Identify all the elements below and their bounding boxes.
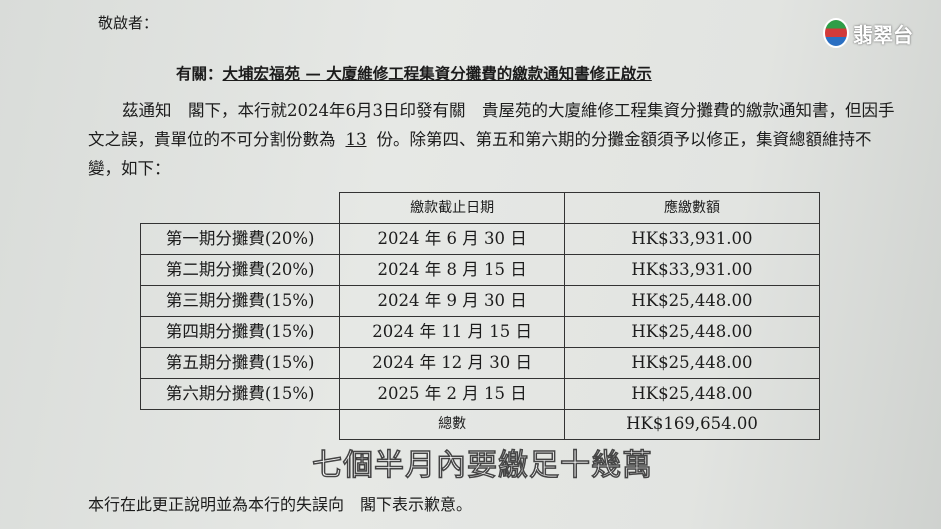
table-total-row: 總數 HK$169,654.00: [141, 408, 821, 440]
table-row: 第一期分攤費(20%) 2024 年 6 月 30 日 HK$33,931.00: [139, 222, 821, 255]
header-amount: 應繳數額: [563, 192, 821, 224]
installment-label: 第四期分攤費(15%): [139, 315, 341, 348]
total-label: 總數: [339, 408, 565, 440]
notice-paragraph: 茲通知 閣下，本行就2024年6月3日印發有關 貴屋苑的大廈維修工程集資分攤費的…: [88, 96, 898, 183]
due-date: 2024 年 8 月 15 日: [339, 253, 565, 286]
amount: HK$25,448.00: [563, 346, 821, 379]
table-row: 第二期分攤費(20%) 2024 年 8 月 15 日 HK$33,931.00: [139, 253, 821, 286]
due-date: 2024 年 12 月 30 日: [339, 346, 565, 379]
paragraph-text-1: 茲通知 閣下，本行就2024年6月3日印發有關 貴屋苑的大廈維修工程集資分攤費的…: [88, 101, 895, 149]
header-blank: [141, 193, 340, 224]
table-row: 第四期分攤費(15%) 2024 年 11 月 15 日 HK$25,448.00: [139, 315, 821, 348]
table-row: 第六期分攤費(15%) 2025 年 2 月 15 日 HK$25,448.00: [139, 377, 821, 410]
closing-sentence: 本行在此更正說明並為本行的失誤向 閣下表示歉意。: [88, 495, 473, 514]
channel-name: 翡翠台: [853, 22, 913, 47]
payment-schedule-table: 繳款截止日期 應繳數額 第一期分攤費(20%) 2024 年 6 月 30 日 HK…: [139, 192, 821, 440]
installment-label: 第三期分攤費(15%): [139, 284, 341, 317]
installment-label: 第二期分攤費(20%): [139, 253, 341, 286]
amount: HK$33,931.00: [563, 253, 821, 286]
installment-label: 第五期分攤費(15%): [139, 346, 341, 379]
total-amount: HK$169,654.00: [563, 408, 821, 440]
subtitle-caption: 七個半月內要繳足十幾萬: [311, 447, 653, 484]
subject-title: 大埔宏福苑 — 大廈維修工程集資分攤費的繳款通知書修正啟示: [222, 64, 652, 83]
amount: HK$25,448.00: [563, 315, 821, 348]
paragraph-text-2: 份。除第四、第五和第六期的分攤金額須予以修正，集資總額維持不變，如下：: [88, 130, 872, 178]
installment-label: 第六期分攤費(15%): [139, 377, 341, 410]
amount: HK$25,448.00: [563, 284, 821, 317]
channel-logo: 翡翠台: [823, 18, 913, 48]
installment-label: 第一期分攤費(20%): [139, 222, 341, 255]
due-date: 2025 年 2 月 15 日: [339, 377, 565, 410]
amount: HK$25,448.00: [563, 377, 821, 410]
due-date: 2024 年 11 月 15 日: [339, 315, 565, 348]
table-row: 第五期分攤費(15%) 2024 年 12 月 30 日 HK$25,448.00: [139, 346, 821, 379]
total-blank: [141, 409, 340, 440]
header-due-date: 繳款截止日期: [339, 192, 565, 224]
subject-prefix: 有關：: [176, 64, 223, 83]
tvb-logo-icon: [823, 18, 849, 48]
table-row: 第三期分攤費(15%) 2024 年 9 月 30 日 HK$25,448.00: [139, 284, 821, 317]
due-date: 2024 年 6 月 30 日: [339, 222, 565, 255]
amount: HK$33,931.00: [563, 222, 821, 255]
due-date: 2024 年 9 月 30 日: [339, 284, 565, 317]
shares-count: 13: [345, 130, 367, 149]
table-header-row: 繳款截止日期 應繳數額: [141, 192, 821, 224]
subject-line: 有關：大埔宏福苑 — 大廈維修工程集資分攤費的繳款通知書修正啟示: [176, 62, 652, 84]
salutation: 敬啟者：: [98, 14, 159, 32]
